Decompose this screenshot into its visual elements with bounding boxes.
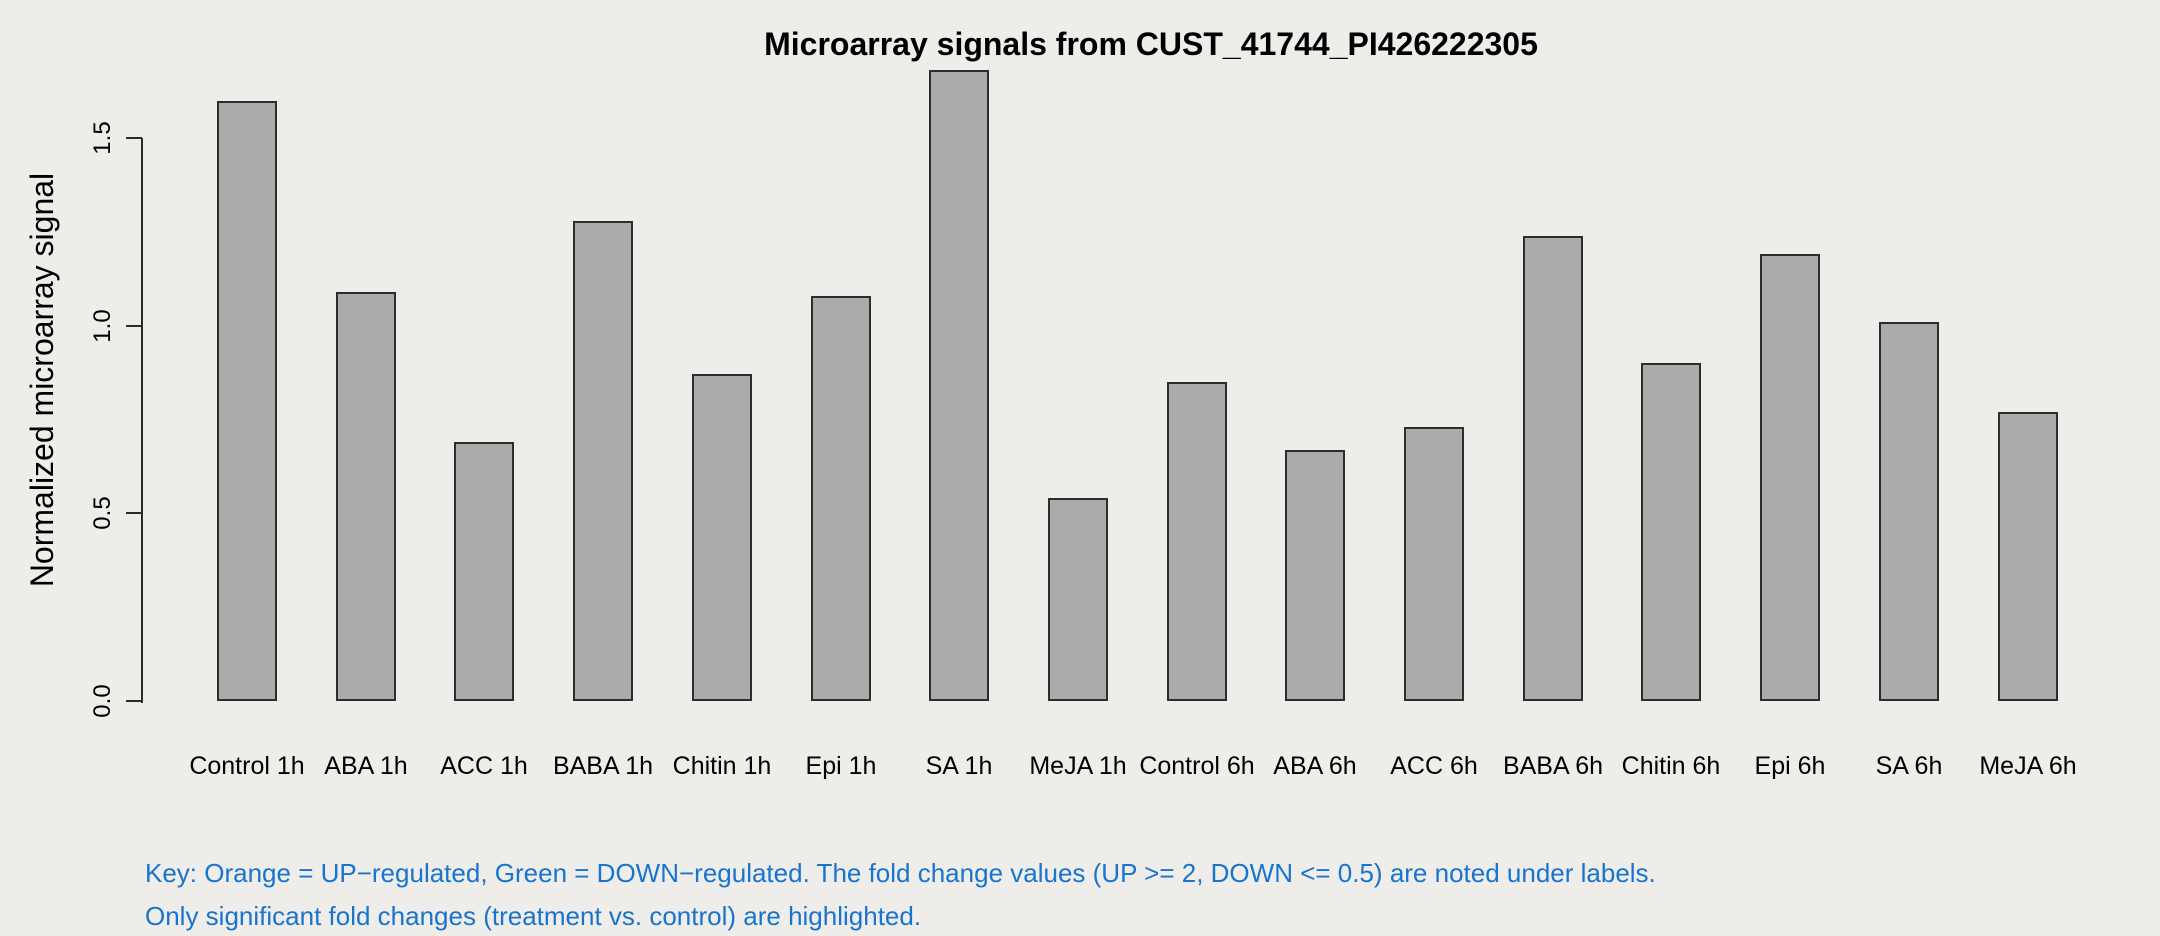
x-category-label: BABA 1h: [552, 752, 654, 780]
y-tick-label: 0.5: [89, 496, 116, 530]
bar-epi-1h: [811, 296, 871, 701]
bar-aba-1h: [336, 292, 396, 701]
annotation-key-line-2: Only significant fold changes (treatment…: [145, 901, 922, 931]
x-category-label: MeJA 1h: [1029, 752, 1127, 780]
bar-acc-6h: [1404, 427, 1464, 701]
x-category-label: Chitin 6h: [1621, 752, 1721, 780]
bar-chitin-1h: [692, 374, 752, 701]
bar-meja-6h: [1998, 412, 2058, 701]
y-axis-line: [141, 138, 143, 703]
bar-baba-1h: [573, 221, 633, 701]
annotation-key-line-1: Key: Orange = UP−regulated, Green = DOWN…: [145, 858, 1656, 888]
y-tick-mark: [126, 325, 142, 327]
x-category-label: ABA 1h: [324, 752, 408, 780]
x-category-label: Epi 6h: [1754, 752, 1826, 780]
x-category-label: BABA 6h: [1502, 752, 1604, 780]
bar-aba-6h: [1285, 450, 1345, 701]
bar-baba-6h: [1523, 236, 1583, 701]
x-category-label: SA 1h: [925, 752, 993, 780]
x-category-label: Epi 1h: [805, 752, 877, 780]
x-category-label: ACC 6h: [1390, 752, 1478, 780]
x-category-label: Chitin 1h: [672, 752, 772, 780]
bar-control-6h: [1167, 382, 1227, 701]
x-category-label: ACC 1h: [440, 752, 528, 780]
x-category-label: ABA 6h: [1273, 752, 1357, 780]
x-category-label: SA 6h: [1875, 752, 1943, 780]
y-tick-mark: [126, 700, 142, 702]
x-category-label: MeJA 6h: [1979, 752, 2077, 780]
y-tick-label: 1.5: [89, 121, 116, 155]
bar-control-1h: [217, 101, 277, 701]
bar-acc-1h: [454, 442, 514, 701]
x-category-label: Control 6h: [1139, 752, 1255, 780]
bar-sa-6h: [1879, 322, 1939, 701]
bar-meja-1h: [1048, 498, 1108, 701]
x-category-label: Control 1h: [189, 752, 305, 780]
y-axis-label: Normalized microarray signal: [24, 172, 60, 588]
y-tick-mark: [126, 512, 142, 514]
y-tick-label: 1.0: [89, 309, 116, 343]
y-tick-label: 0.0: [89, 684, 116, 718]
bar-epi-6h: [1760, 254, 1820, 701]
bar-sa-1h: [929, 70, 989, 701]
chart-title: Microarray signals from CUST_41744_PI426…: [764, 26, 1538, 62]
bar-chitin-6h: [1641, 363, 1701, 701]
y-tick-mark: [126, 137, 142, 139]
